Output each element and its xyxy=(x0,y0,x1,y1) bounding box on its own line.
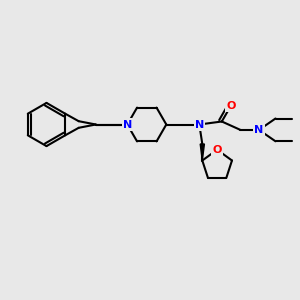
Text: O: O xyxy=(226,101,236,111)
Polygon shape xyxy=(200,144,204,160)
Text: N: N xyxy=(254,125,264,135)
Text: N: N xyxy=(123,119,132,130)
Text: O: O xyxy=(212,145,222,155)
Text: N: N xyxy=(195,119,204,130)
